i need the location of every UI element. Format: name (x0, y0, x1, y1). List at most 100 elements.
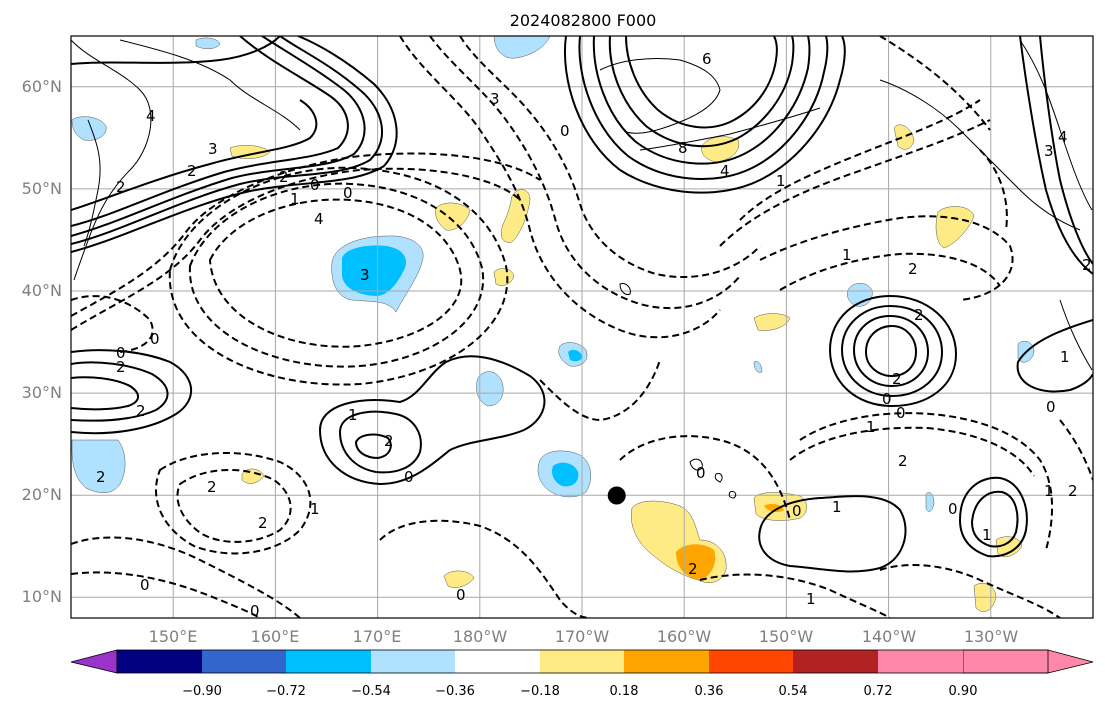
colorbar-tick: 0.72 (864, 684, 893, 699)
colorbar-segment (286, 650, 371, 673)
contour-w-high-1 (71, 349, 193, 435)
contour-label: 2 (116, 178, 126, 196)
colorbar-segment (709, 650, 794, 673)
blue-patch-small (925, 492, 935, 512)
blue-patch-west (71, 439, 126, 493)
blue-core-central (552, 462, 579, 487)
colorbar-segment (793, 650, 878, 673)
contour-low-170e-2 (188, 182, 485, 368)
contour-label: 4 (1058, 128, 1068, 146)
contour-label: 1 (832, 498, 842, 516)
colorbar-segment (117, 650, 202, 673)
coast-hawaii (689, 458, 737, 499)
lat-label: 20°N (22, 485, 62, 504)
lat-label: 10°N (22, 587, 62, 606)
contour-label: 1 (348, 406, 358, 424)
contour-nw-ridge-3 (71, 36, 366, 237)
contour-label: 0 (150, 330, 160, 348)
contour-label: 3 (490, 90, 500, 108)
lat-label: 50°N (22, 179, 62, 198)
contour-label: 2 (892, 370, 902, 388)
contour-ne-edge-1 (1039, 36, 1093, 265)
contour-ne-3 (879, 36, 991, 131)
contour-label: 2 (1068, 482, 1078, 500)
contour-label: 2 (384, 432, 394, 450)
colorbar-tick: 0.90 (949, 684, 978, 699)
contour-w-high-3 (71, 376, 139, 411)
coast-alaska-panhandle (879, 79, 1081, 231)
contour-label: 3 (360, 266, 370, 284)
lon-label: 150°W (759, 627, 814, 646)
contour-label: 0 (310, 176, 320, 194)
lon-label: 160°W (657, 627, 712, 646)
contour-se-high-2 (970, 490, 1019, 548)
colorbar-extend-high (962, 649, 1094, 674)
blue-patch-nw2 (195, 37, 221, 49)
contour-trough-3 (399, 36, 721, 339)
colorbar-segment (371, 650, 456, 673)
contour-nw-ridge-2 (71, 36, 398, 253)
contour-ne-edge-2 (1019, 36, 1093, 275)
lat-label: 60°N (22, 77, 62, 96)
lon-label: 170°E (353, 627, 402, 646)
coast-alaska (599, 58, 721, 134)
blue-patch-nw (71, 116, 107, 141)
coast-islet (619, 283, 631, 295)
lon-label: 170°W (555, 627, 610, 646)
colorbar-segment (202, 650, 287, 673)
lon-label: 160°E (251, 627, 300, 646)
contour-label: 0 (404, 468, 414, 486)
contour-label: 1 (1044, 482, 1054, 500)
colorbar-segment (455, 650, 540, 673)
contour-mid-1 (539, 359, 661, 422)
colorbar-segment (540, 650, 625, 673)
contour-east-high-3 (852, 314, 930, 388)
contour-south-high-1 (758, 495, 907, 573)
contour-label: 2 (136, 402, 146, 420)
contour-label: 2 (908, 260, 918, 278)
lon-label: 140°W (862, 627, 917, 646)
contour-s-2 (71, 571, 261, 618)
contour-label: 2 (1082, 256, 1092, 274)
contour-label: 1 (290, 190, 300, 208)
yellow-patch-ne (893, 124, 915, 150)
negative-contours (71, 36, 1093, 618)
colorbar-tick: −0.36 (435, 684, 475, 699)
contour-label: 1 (806, 590, 816, 608)
contour-trough-1 (71, 167, 521, 331)
contour-label: 0 (116, 344, 126, 362)
colorbar-extend-low (70, 649, 118, 674)
colorbar-tick: 0.18 (610, 684, 639, 699)
latitude-labels: 60°N 50°N 40°N 30°N 20°N 10°N (22, 77, 62, 606)
orange-core-160w (676, 544, 716, 580)
contour-s-6 (879, 564, 1061, 618)
contour-label: 2 (258, 514, 268, 532)
blue-patch-top (493, 36, 551, 59)
map-content: 4 3 2 2 2 0 0 1 4 3 0 0 2 2 1 2 0 2 2 0 … (71, 36, 1093, 618)
contour-label: 1 (1060, 348, 1070, 366)
contour-low-e-2 (789, 426, 1035, 477)
blue-patch-small2 (753, 361, 763, 373)
contour-label: 1 (866, 418, 876, 436)
contour-label: 0 (140, 576, 150, 594)
yellow-patch-sw (241, 468, 265, 484)
colorbar-segment (878, 650, 963, 673)
yellow-patch-south (443, 570, 475, 588)
coast-kamchatka (119, 39, 301, 131)
contour-e-edge-1 (1016, 319, 1093, 393)
contour-nw-ridge-5 (71, 99, 318, 211)
contour-label: 2 (279, 168, 289, 186)
colorbar-tick: −0.54 (351, 684, 391, 699)
lon-label: 180°W (453, 627, 508, 646)
contour-nw-top (71, 36, 281, 65)
contour-label: 1 (310, 500, 320, 518)
yellow-patch-small1 (493, 268, 515, 286)
contour-s-3 (379, 519, 591, 618)
colorbar-tick: 0.36 (695, 684, 724, 699)
colorbar-tick: −0.72 (266, 684, 306, 699)
colorbar-tick: 0.54 (779, 684, 808, 699)
blue-core-30n (568, 349, 582, 362)
contour-labels: 4 3 2 2 2 0 0 1 4 3 0 0 2 2 1 2 0 2 2 0 … (96, 50, 1092, 618)
blue-core-170e (342, 245, 406, 296)
